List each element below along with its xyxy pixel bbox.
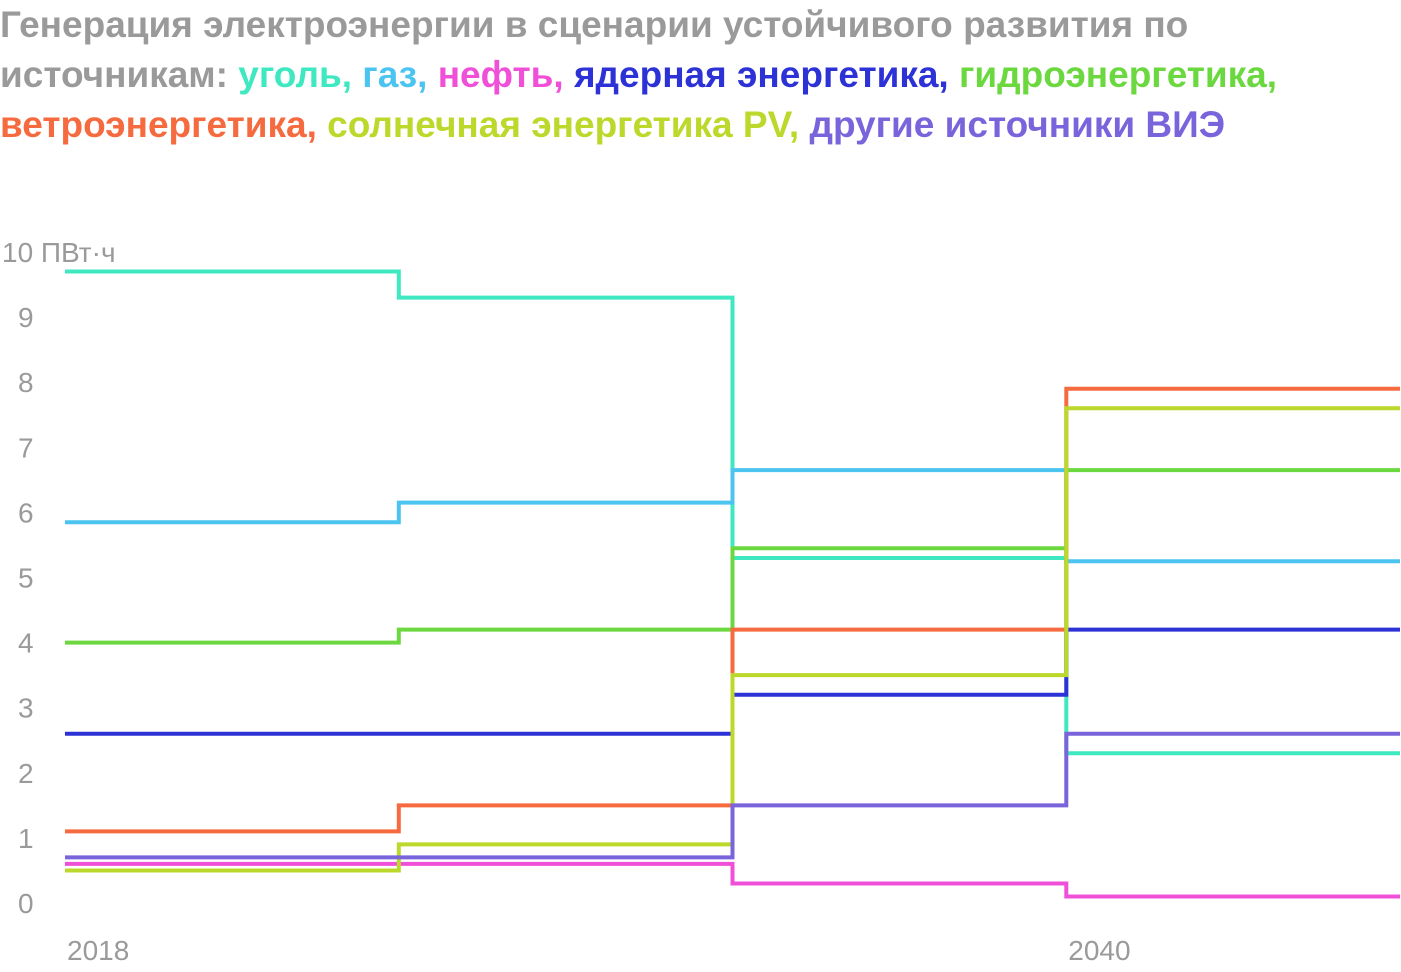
y-axis: 10 ПВт·ч 9 8 7 6 5 4 3 2 1 0 [2,237,116,919]
x-axis: 2018 2040 [67,935,1131,966]
y-tick-label: 8 [18,367,34,398]
legend-item: ветроэнергетика, [0,104,317,145]
legend-item: солнечная энергетика PV, [327,104,800,145]
y-tick-label: 9 [18,302,34,333]
legend-item: ядерная энергетика, [573,54,949,95]
legend-item: другие источники ВИЭ [809,104,1226,145]
x-tick-label: 2018 [67,935,129,966]
legend-item: газ, [362,54,428,95]
y-tick-label: 3 [18,693,34,724]
y-tick-label: 2 [18,758,34,789]
legend-item: уголь, [238,54,352,95]
y-tick-label: 0 [18,888,34,919]
series-line [65,731,1400,860]
y-tick-label: 1 [18,823,34,854]
x-tick-label: 2040 [1068,935,1130,966]
series-line [65,406,1400,873]
y-tick-label: 7 [18,432,34,463]
series-line [65,269,1400,756]
title-prefix: Генерация электроэнергии в сценарии усто… [0,4,1189,95]
chart-title: Генерация электроэнергии в сценарии усто… [0,0,1395,150]
legend-item: гидроэнергетика, [958,54,1278,95]
y-tick-label: 4 [18,628,34,659]
y-tick-label: 10 ПВт·ч [2,237,116,268]
y-tick-label: 5 [18,563,34,594]
y-tick-label: 6 [18,497,34,528]
legend-item: нефть, [437,54,564,95]
plot-series [65,269,1400,899]
